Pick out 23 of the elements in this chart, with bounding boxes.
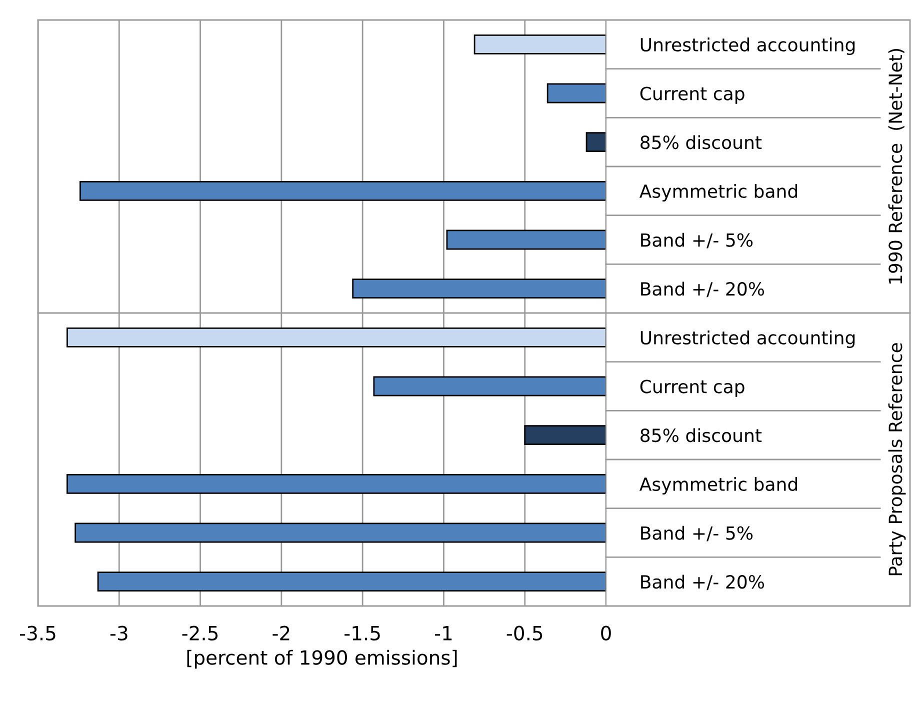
y-tick-label: Band +/- 20% <box>641 282 764 298</box>
y-tick-label: Unrestricted accounting <box>640 330 855 348</box>
y-tick-label: Band +/- 5% <box>641 232 753 248</box>
y-tick-label: Unrestricted accounting <box>640 38 855 56</box>
y-tick-label: 85% discount <box>640 428 762 442</box>
y-tick-label: Current cap <box>640 380 744 397</box>
y-tick-label: 85% discount <box>640 135 762 150</box>
x-tick-label: -1.5 <box>344 626 380 640</box>
x-tick-label: -0.5 <box>506 626 542 640</box>
y-tick-label: Asymmetric band <box>639 477 798 495</box>
x-tick-label: -3 <box>110 626 128 640</box>
y-tick-label: Asymmetric band <box>639 184 798 202</box>
x-axis-title: [percent of 1990 emissions] <box>187 650 457 669</box>
x-tick-label: -3.5 <box>20 626 56 640</box>
x-tick-label: -2 <box>272 626 290 640</box>
text: 1990 Reference (Net-Net) <box>888 49 904 284</box>
y-tick-label: Band +/- 20% <box>641 574 764 590</box>
y-tick-label: Current cap <box>640 86 744 104</box>
y-tick-label: Band +/- 5% <box>641 526 753 542</box>
text: Party Proposals Reference <box>888 343 906 576</box>
x-tick-label: -2.5 <box>182 626 218 640</box>
x-tick-label: -1 <box>434 626 452 640</box>
x-tick-label: 0 <box>601 626 611 640</box>
